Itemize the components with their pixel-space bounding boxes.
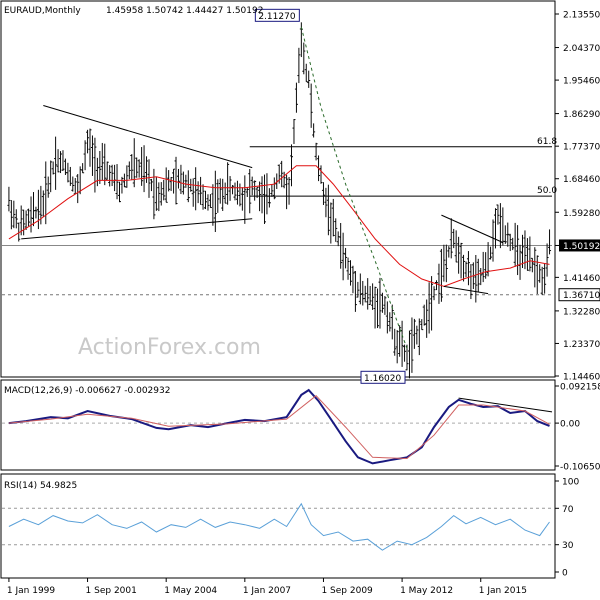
x-tick-label: 1 Jan 2007 (243, 586, 291, 596)
x-tick-label: 1 Jan 1999 (7, 586, 55, 596)
trendline (21, 218, 253, 240)
x-tick-label: 1 Jan 2015 (479, 586, 527, 596)
annotation-tag-label: 2.11270 (258, 12, 295, 22)
watermark: ActionForex.com (78, 335, 261, 360)
moving-average-line (8, 165, 550, 287)
price-y-tick-label: 2.04370 (563, 44, 600, 54)
signal-line (8, 395, 550, 460)
current-price-label: 1.50192 (563, 242, 600, 252)
x-tick-label: 1 May 2012 (400, 586, 453, 596)
macd-trendline (458, 397, 553, 413)
trendline (43, 105, 253, 169)
rsi-title: RSI(14) 54.9825 (4, 481, 77, 491)
price-y-tick-label: 1.68460 (563, 175, 600, 185)
support-price-badge (558, 288, 600, 302)
annotation-tag-box (360, 370, 406, 384)
annotation-tag-label: 1.16020 (364, 374, 401, 384)
price-y-tick-label: 1.59280 (563, 209, 600, 219)
price-y-tick-label: 1.95460 (563, 77, 600, 87)
fib-label: 50.0 (537, 186, 557, 196)
macd-plot (2, 388, 553, 465)
rsi-y-tick-label: 70 (562, 505, 574, 515)
x-tick-label: 1 Sep 2001 (86, 586, 137, 596)
price-panel-frame (0, 0, 556, 378)
price-y-tick-label: 1.77370 (563, 143, 600, 153)
support-price-label: 1.36710 (563, 291, 600, 301)
dashed-trend-curve (300, 26, 408, 349)
chart-title: EURAUD,Monthly (4, 6, 81, 16)
price-y-tick-label: 2.13550 (563, 11, 600, 21)
rsi-panel-frame (0, 473, 556, 579)
x-tick-label: 1 May 2004 (164, 586, 217, 596)
macd-y-tick-label: 0.092158 (560, 383, 600, 393)
trendline (443, 285, 489, 295)
axes: 2.13550 2.04370 1.95460 1.86290 1.77370 1.684… (7, 11, 600, 596)
macd-y-tick-label: 0.00 (560, 420, 580, 430)
macd-title: MACD(12,26,9) -0.006627 -0.002932 (4, 386, 170, 396)
trendline (441, 214, 504, 243)
ohlc-bars (7, 22, 552, 379)
rsi-line (8, 502, 550, 551)
x-tick-label: 1 Sep 2009 (321, 586, 373, 596)
price-y-tick-label: 1.86290 (563, 110, 600, 120)
annotation-tag-box (254, 8, 300, 22)
ohlc-values: 1.45958 1.50742 1.44427 1.50192 (106, 6, 263, 16)
macd-panel-frame (0, 379, 556, 471)
macd-y-tick-label: -0.106503 (560, 463, 600, 473)
price-y-tick-label: 1.23370 (563, 340, 600, 350)
fib-label: 61.8 (537, 137, 557, 147)
price-plot: 61.8 50.0 2.11270 1.16020 (2, 8, 557, 384)
current-price-badge (559, 239, 600, 252)
price-y-tick-label: 1.41460 (563, 274, 600, 284)
rsi-y-tick-label: 0 (562, 569, 568, 579)
rsi-plot (2, 502, 552, 551)
price-y-tick-label: 1.14460 (563, 373, 600, 383)
price-y-tick-label: 1.32280 (563, 307, 600, 317)
rsi-y-tick-label: 30 (562, 541, 574, 551)
rsi-y-tick-label: 100 (562, 478, 579, 488)
